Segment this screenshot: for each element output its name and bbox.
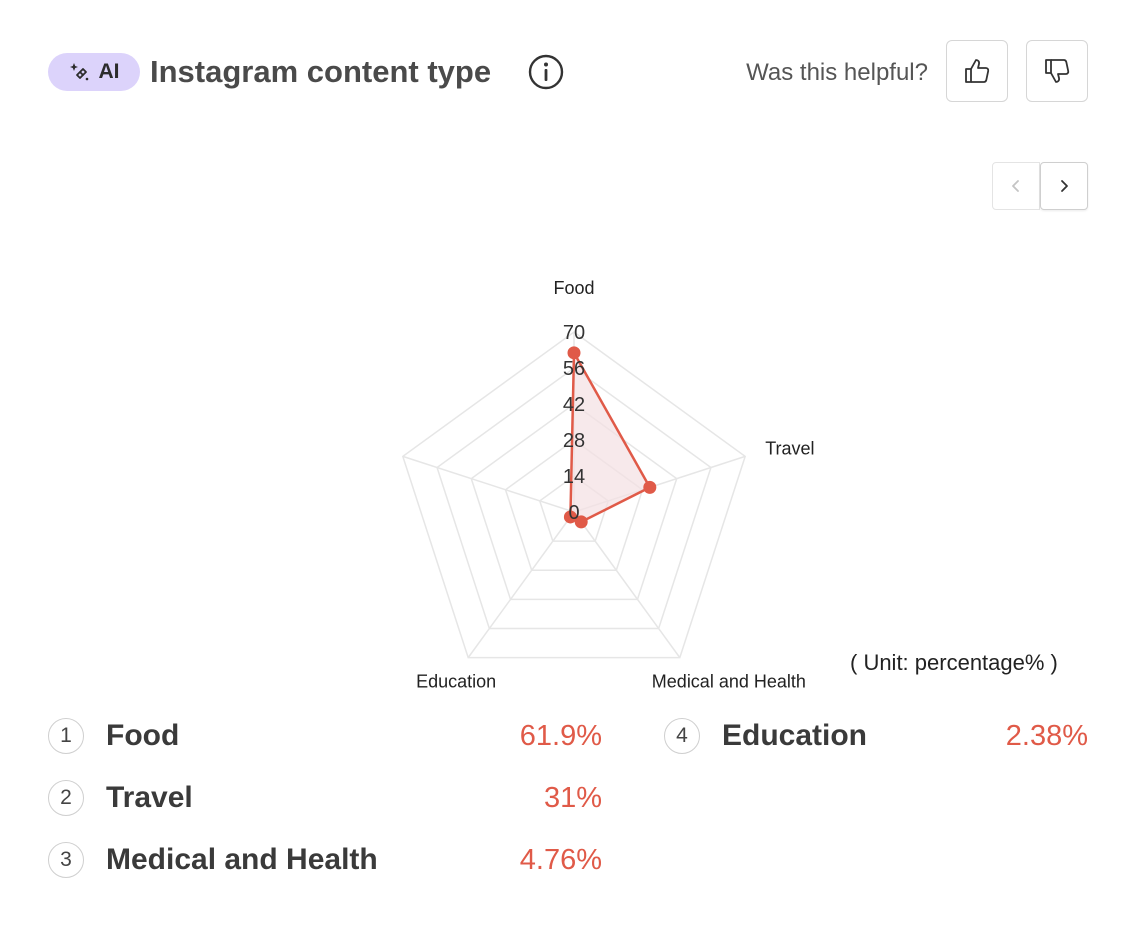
grid-ring (504, 439, 644, 571)
axis-label: Food (553, 278, 594, 298)
previous-chart-button[interactable] (992, 162, 1040, 210)
helpful-prompt: Was this helpful? (746, 59, 928, 86)
grid-spoke (573, 511, 681, 659)
grid-ring (538, 475, 610, 542)
ai-badge-label: AI (98, 60, 120, 83)
next-chart-button[interactable] (1040, 162, 1088, 210)
thumbs-down-button[interactable] (1026, 40, 1088, 102)
legend-item-food: 1 Food 61.9% (48, 714, 602, 758)
chevron-right-icon (1061, 180, 1068, 192)
legend-name: Education (722, 719, 868, 752)
legend-rank: 2 (48, 780, 84, 816)
chevron-left-icon (1012, 180, 1019, 192)
grid-spoke (573, 455, 746, 513)
data-point (567, 346, 581, 360)
legend-item-travel: 2 Travel 31% (48, 776, 602, 820)
grid-ring (436, 367, 712, 630)
thumbs-up-icon (965, 59, 990, 83)
grid-spoke (467, 511, 575, 659)
grid-ring (470, 403, 678, 601)
chart-pager (992, 162, 1088, 210)
legend-value: 2.38% (1005, 720, 1088, 752)
tick-label: 70 (563, 322, 585, 344)
data-point (563, 510, 577, 524)
data-point (643, 480, 657, 494)
grid-spoke (402, 455, 575, 513)
page-title: Instagram content type (150, 54, 492, 89)
unit-note: ( Unit: percentage% ) (850, 650, 1058, 675)
legend-item-medical-and-health: 3 Medical and Health 4.76% (48, 838, 602, 882)
legend-value: 61.9% (519, 720, 602, 752)
series-area (569, 351, 652, 524)
axis-label: Medical and Health (652, 672, 806, 692)
legend-value: 31% (543, 782, 602, 814)
tick-label: 14 (563, 466, 585, 488)
legend-rank: 3 (48, 842, 84, 878)
tick-label: 28 (563, 430, 585, 452)
tick-label: 0 (568, 502, 579, 524)
legend-rank: 1 (48, 718, 84, 754)
legend-item-education: 4 Education 2.38% (664, 714, 1088, 758)
thumbs-down-icon (1045, 59, 1070, 83)
legend-name: Medical and Health (106, 843, 378, 876)
legend-rank: 4 (664, 718, 700, 754)
axis-label: Travel (765, 438, 814, 458)
legend-name: Food (106, 719, 180, 752)
tick-label: 42 (563, 394, 585, 416)
grid-ring (401, 331, 747, 659)
axis-label: Education (416, 672, 496, 692)
ai-badge: AI (48, 53, 140, 91)
sparkle-icon (69, 63, 88, 81)
legend: 1 Food 61.9% 2 Travel 31% 3 Medical and … (48, 714, 1088, 894)
thumbs-up-button[interactable] (946, 40, 1008, 102)
legend-value: 4.76% (519, 844, 602, 876)
info-icon[interactable] (528, 54, 564, 90)
card-header: AI Instagram content type Was this helpf… (48, 40, 1088, 104)
data-point (574, 515, 588, 529)
legend-name: Travel (106, 781, 193, 814)
tick-label: 56 (563, 358, 585, 380)
